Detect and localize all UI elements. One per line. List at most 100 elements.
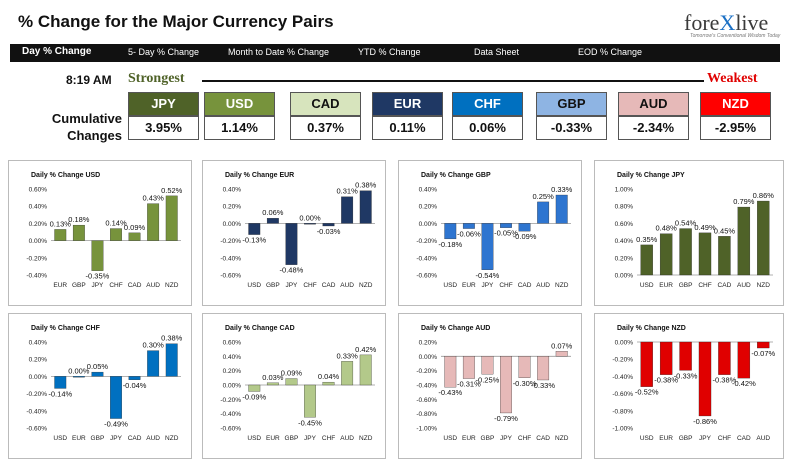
bar-gbp (285, 378, 298, 386)
bar-cad (718, 236, 731, 276)
data-label: -0.49% (104, 420, 128, 429)
nav-item-ytd-change[interactable]: YTD % Change (358, 47, 421, 57)
chart-panel-aud: Daily % Change AUD -1.00% -0.80% -0.60% -0.4… (398, 313, 582, 459)
y-tick-label: 0.40% (223, 187, 242, 194)
bar-eur (462, 223, 475, 229)
bar-chf (304, 223, 316, 225)
data-label: 0.49% (694, 223, 716, 232)
nav-item-data-sheet[interactable]: Data Sheet (474, 47, 520, 57)
category-label: JPY (699, 435, 712, 442)
data-label: 0.48% (656, 224, 678, 233)
category-label: NZD (555, 435, 569, 442)
chart-title: Daily % Change GBP (421, 172, 491, 179)
category-label: NZD (757, 282, 771, 289)
category-label: EUR (659, 435, 673, 442)
bar-nzd (555, 194, 568, 224)
y-tick-label: -0.20% (220, 238, 241, 245)
y-tick-label: 0.40% (615, 238, 634, 245)
currency-tile-gbp: GBP (536, 92, 607, 116)
category-label: AUD (146, 435, 160, 442)
chart-title: Daily % Change CHF (31, 325, 101, 332)
data-label: -0.09% (242, 392, 266, 401)
nav-item-day-change[interactable]: Day % Change (22, 46, 92, 57)
category-label: CAD (737, 435, 751, 442)
chart-title: Daily % Change JPY (617, 172, 685, 179)
y-tick-label: 0.20% (223, 204, 242, 211)
y-tick-label: -0.60% (416, 397, 437, 404)
category-label: CAD (322, 282, 336, 289)
data-label: -0.38% (654, 376, 678, 385)
currency-tile-eur: EUR (372, 92, 443, 116)
logo-tagline: Tomorrow's Conventional Wisdom Today (690, 33, 781, 39)
category-label: JPY (285, 282, 298, 289)
data-label: 0.09% (281, 369, 303, 378)
y-tick-label: 0.40% (223, 354, 242, 361)
nav-item-mtd-change[interactable]: Month to Date % Change (228, 47, 330, 57)
category-label: JPY (110, 435, 123, 442)
bar-jpy (110, 376, 122, 419)
bar-aud (737, 206, 751, 276)
cumulative-changes-label: Cumulative Changes (32, 110, 122, 144)
y-tick-label: -0.40% (612, 374, 633, 381)
y-tick-label: 0.60% (615, 221, 634, 228)
bar-cad (128, 232, 141, 241)
category-label: NZD (165, 282, 179, 289)
currency-value-eur: 0.11% (372, 116, 443, 140)
data-label: 0.45% (714, 226, 736, 235)
chart-svg: Daily % Change GBP -0.60% -0.40% -0.20% 0.00… (416, 172, 572, 289)
data-label: -0.03% (317, 227, 341, 236)
bar-gbp (481, 356, 494, 375)
chart-svg: Daily % Change USD -0.40% -0.20% 0.00% 0.20%… (26, 172, 182, 289)
nav-item-5day-change[interactable]: 5- Day % Change (128, 47, 200, 57)
category-label: CHF (109, 282, 122, 289)
chart-panel-eur: Daily % Change EUR -0.60% -0.40% -0.20% 0.00… (202, 160, 386, 306)
currency-tile-aud: AUD (618, 92, 689, 116)
category-label: AUD (756, 435, 770, 442)
data-label: -0.18% (438, 240, 462, 249)
data-label: -0.04% (123, 381, 147, 390)
data-label: 0.06% (262, 208, 284, 217)
bar-eur (266, 382, 279, 386)
data-label: 0.04% (318, 372, 340, 381)
category-label: CAD (536, 435, 550, 442)
data-label: 0.38% (355, 181, 377, 190)
cumulative-label-line1: Cumulative (51, 111, 122, 126)
bar-jpy (285, 223, 298, 265)
category-label: CHF (499, 282, 512, 289)
data-label: 0.09% (124, 223, 146, 232)
y-tick-label: 0.00% (223, 383, 242, 390)
category-label: USD (53, 435, 67, 442)
currency-tile-nzd: NZD (700, 92, 771, 116)
y-tick-label: -0.40% (26, 273, 47, 280)
data-label: -0.52% (635, 388, 659, 397)
category-label: CAD (128, 435, 142, 442)
bar-usd (248, 223, 261, 235)
nav-item-eod-change[interactable]: EOD % Change (578, 47, 643, 57)
bar-nzd (165, 195, 178, 241)
bar-gbp (679, 228, 692, 276)
chart-title: Daily % Change EUR (225, 172, 294, 179)
y-tick-label: 0.20% (615, 255, 634, 262)
data-label: 0.25% (533, 192, 555, 201)
category-label: GBP (679, 282, 693, 289)
bar-cad (737, 341, 751, 379)
currency-value-aud: -2.34% (618, 116, 689, 140)
category-label: GBP (266, 282, 280, 289)
y-tick-label: -0.20% (220, 397, 241, 404)
bar-jpy (481, 223, 494, 270)
data-label: 0.33% (337, 351, 359, 360)
data-label: 0.79% (733, 197, 755, 206)
bar-cad (537, 356, 550, 381)
logo-text-x: X (719, 10, 736, 35)
forexlive-logo[interactable]: foreXlive (684, 10, 768, 36)
category-label: NZD (165, 435, 179, 442)
chart-panel-jpy: Daily % Change JPY 0.00% 0.20% 0.40% 0.60% 0.… (594, 160, 784, 306)
chart-svg: Daily % Change CAD -0.60% -0.40% -0.20% 0.00… (220, 325, 376, 442)
currency-value-cad: 0.37% (290, 116, 361, 140)
bar-eur (462, 356, 475, 379)
category-label: USD (247, 282, 261, 289)
chart-svg: Daily % Change EUR -0.60% -0.40% -0.20% 0.00… (220, 172, 377, 289)
category-label: NZD (359, 435, 373, 442)
chart-panel-usd: Daily % Change USD -0.40% -0.20% 0.00% 0.20%… (8, 160, 192, 306)
data-label: 0.18% (68, 215, 90, 224)
